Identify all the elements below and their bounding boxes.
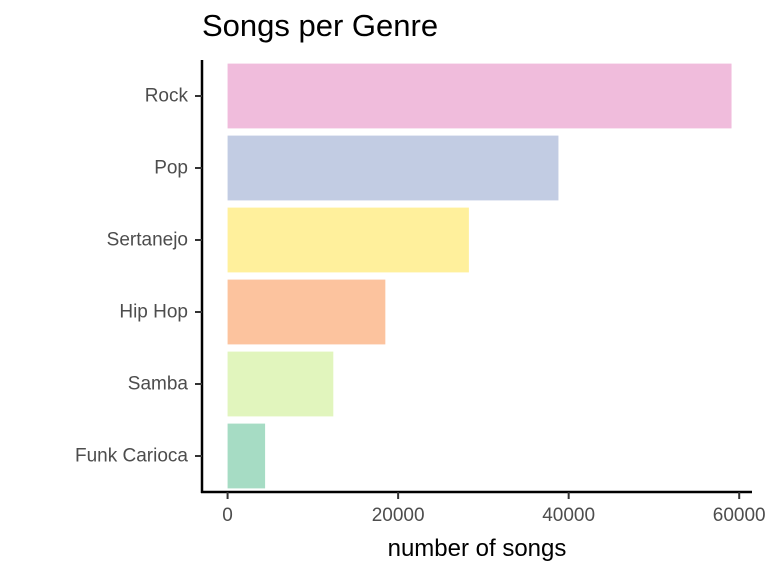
x-axis-ticks: 0 20000 40000 60000 (222, 492, 766, 526)
bar-pop (227, 135, 559, 201)
bar-samba (227, 351, 334, 417)
y-axis-ticks: Rock Pop Sertanejo Hip Hop Samba Funk Carioca (75, 86, 202, 467)
y-tick-label: Pop (154, 158, 188, 179)
y-tick-label: Rock (145, 86, 189, 107)
x-tick-label: 20000 (372, 505, 425, 526)
chart-title: Songs per Genre (202, 8, 439, 43)
bar-funk-carioca (227, 423, 266, 489)
x-tick-label: 0 (222, 505, 233, 526)
y-tick-label: Sertanejo (107, 230, 188, 251)
x-axis-title: number of songs (388, 535, 567, 562)
x-tick-label: 40000 (542, 505, 595, 526)
bar-rock (227, 63, 732, 129)
y-tick-label: Funk Carioca (75, 446, 188, 467)
bars-layer (227, 63, 732, 489)
y-tick-label: Samba (128, 374, 189, 395)
x-tick-label: 60000 (713, 505, 766, 526)
bar-hip-hop (227, 279, 386, 345)
bar-sertanejo (227, 207, 469, 273)
y-tick-label: Hip Hop (119, 302, 188, 323)
